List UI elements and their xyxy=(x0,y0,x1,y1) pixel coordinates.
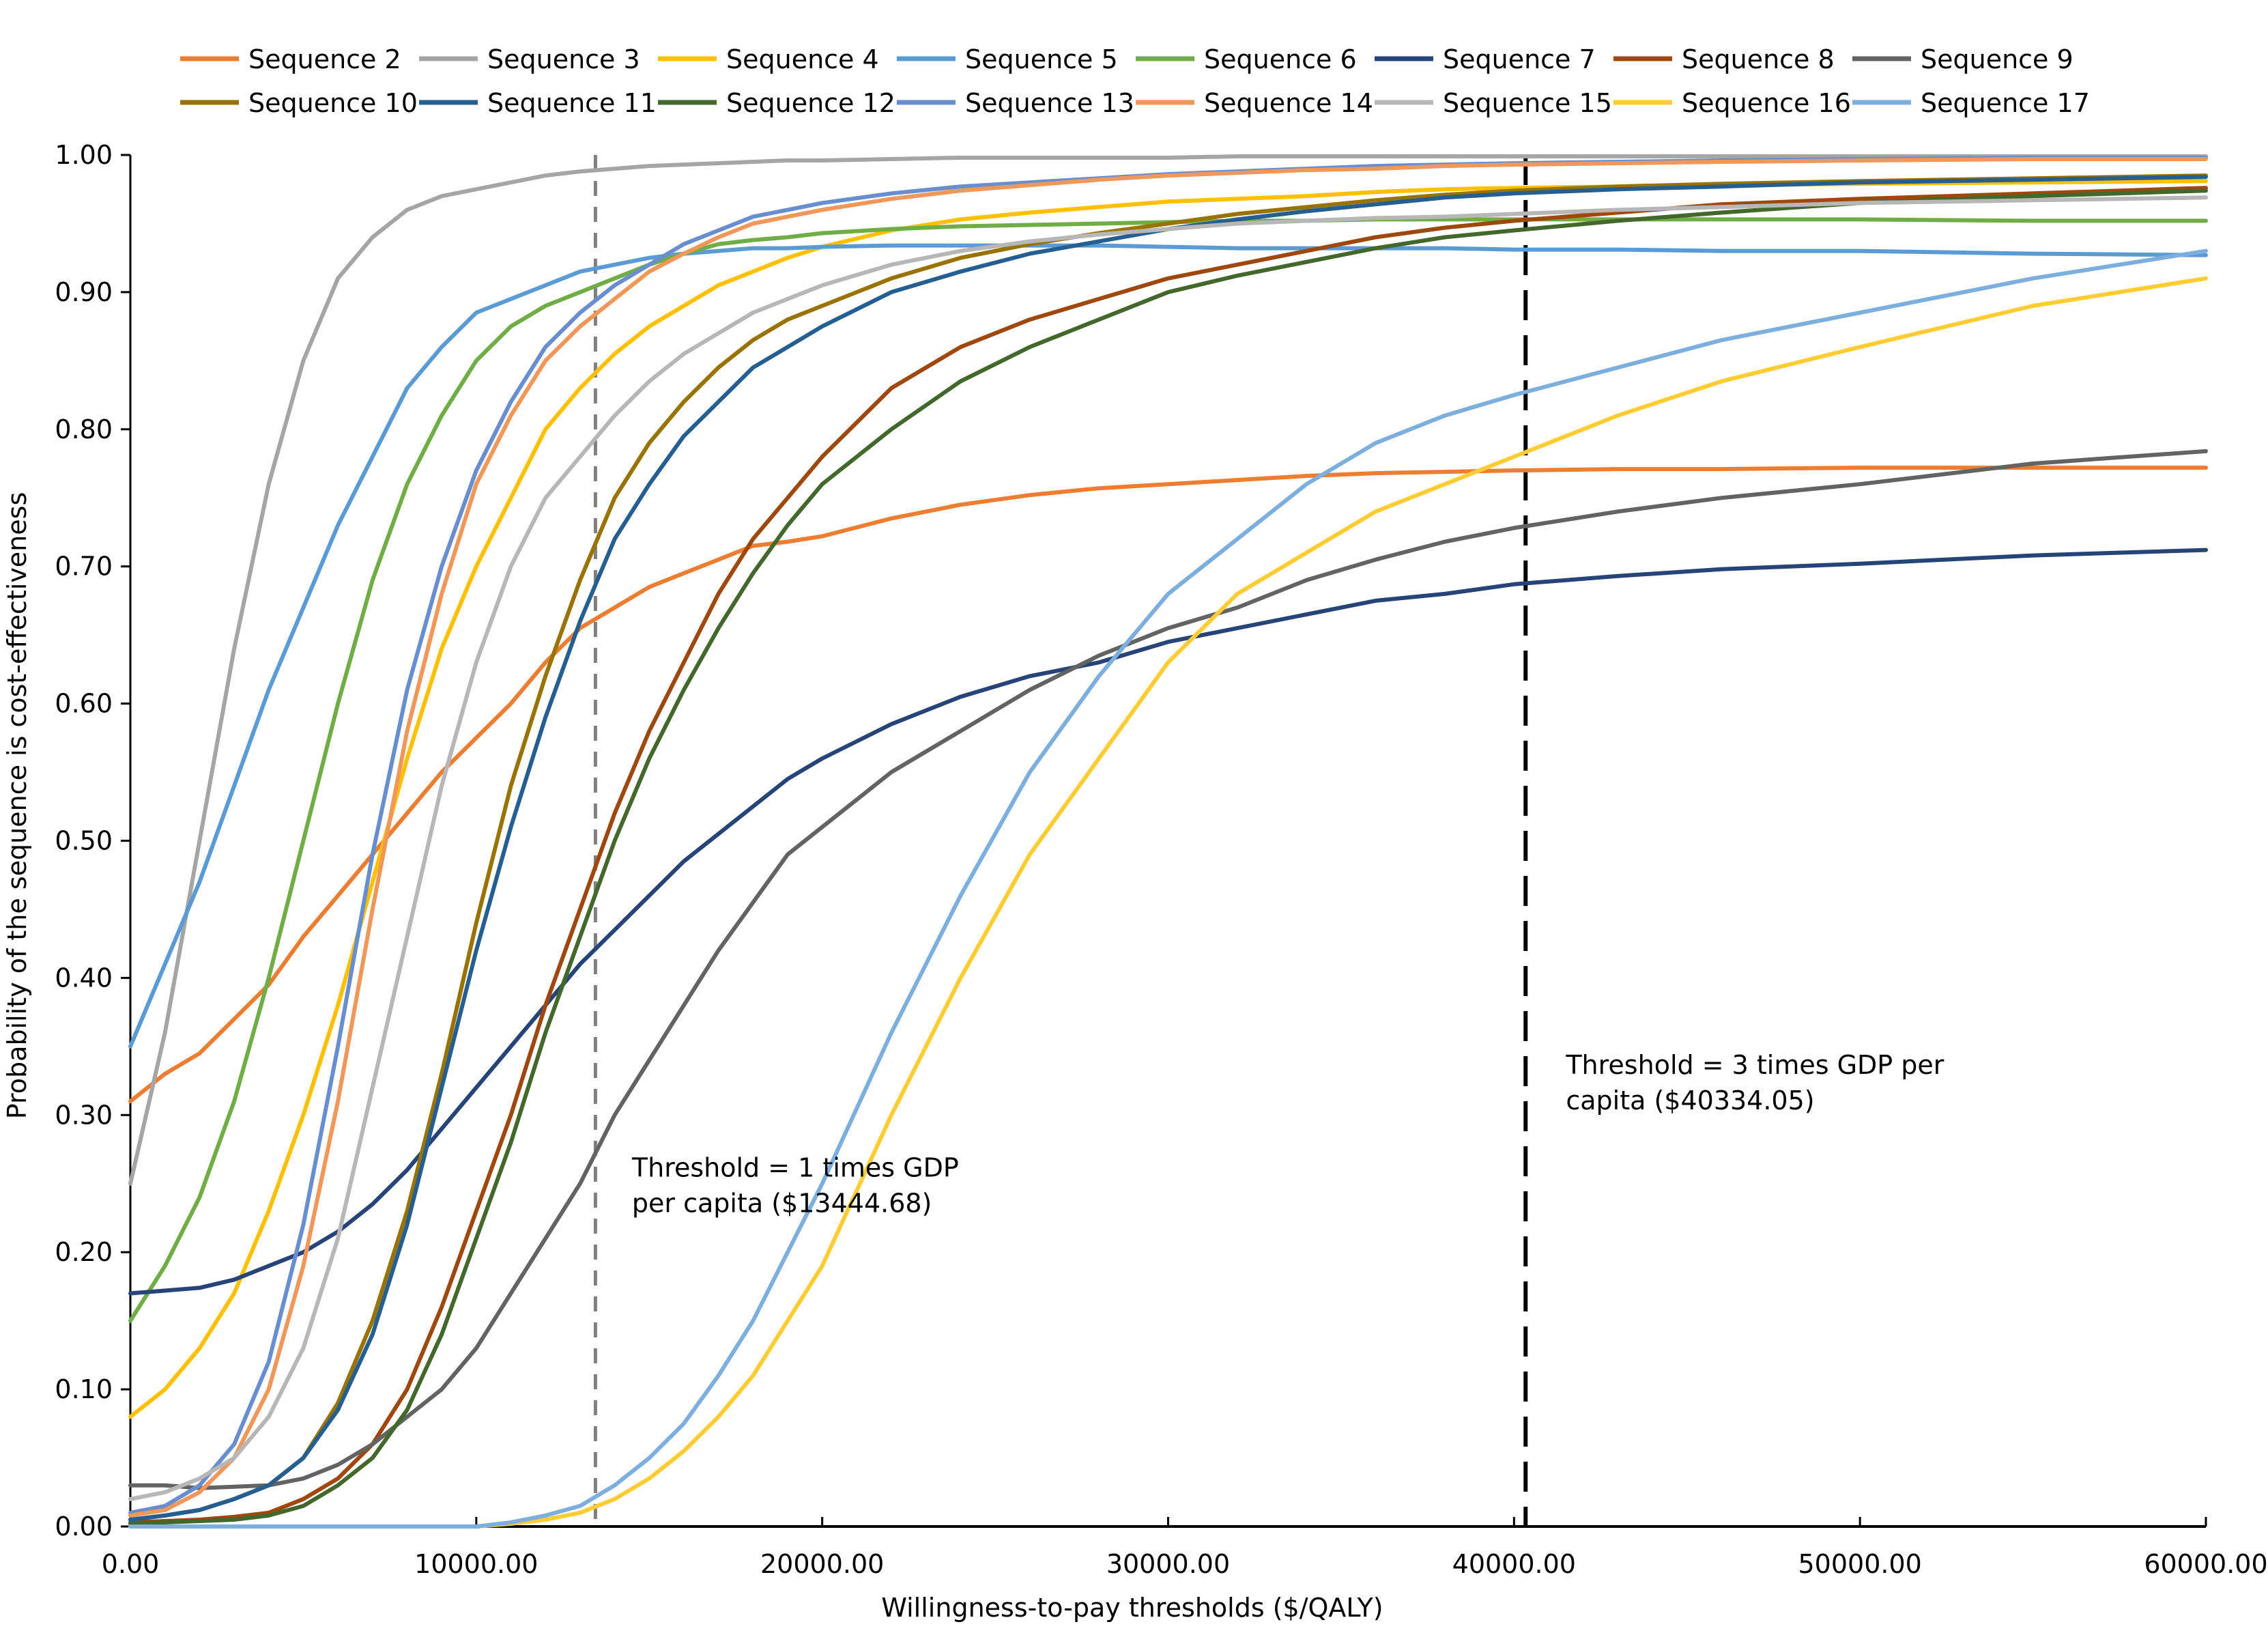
legend-item: Sequence 14 xyxy=(1136,88,1373,118)
legend-item: Sequence 11 xyxy=(419,88,657,118)
y-tick-label: 0.50 xyxy=(55,826,113,856)
x-tick-label: 60000.00 xyxy=(2144,1549,2267,1579)
y-axis-title: Probability of the sequence is cost-effe… xyxy=(2,492,32,1120)
legend-item: Sequence 8 xyxy=(1613,44,1835,74)
legend-item: Sequence 7 xyxy=(1375,44,1596,74)
legend-item: Sequence 9 xyxy=(1852,44,2073,74)
y-tick-label: 0.10 xyxy=(55,1374,113,1404)
legend-item: Sequence 3 xyxy=(419,44,640,74)
y-tick-label: 0.80 xyxy=(55,414,113,444)
legend-item: Sequence 2 xyxy=(180,44,401,74)
y-tick-label: 0.60 xyxy=(55,689,113,719)
legend-item: Sequence 16 xyxy=(1613,88,1851,118)
x-tick-label: 50000.00 xyxy=(1798,1549,1922,1579)
legend-item: Sequence 10 xyxy=(180,88,418,118)
legend-label: Sequence 2 xyxy=(248,44,401,74)
y-tick-label: 0.40 xyxy=(55,963,113,993)
legend-label: Sequence 13 xyxy=(965,88,1134,118)
legend-label: Sequence 14 xyxy=(1204,88,1373,118)
series-line-sequence-3 xyxy=(128,154,2208,1186)
y-tick-label: 0.00 xyxy=(55,1511,113,1542)
y-tick-label: 0.30 xyxy=(55,1100,113,1130)
legend: Sequence 2 Sequence 3 Sequence 4 Sequence 5… xyxy=(180,44,2090,118)
x-tick-label: 10000.00 xyxy=(414,1549,538,1579)
axes: 0.00 0.10 0.20 0.30 0.40 0.50 0.60 0.70 0.80 0.90… xyxy=(55,140,2267,1579)
legend-item: Sequence 4 xyxy=(658,44,879,74)
legend-label: Sequence 16 xyxy=(1682,88,1851,118)
series-line-sequence-9 xyxy=(128,449,2208,1490)
series-line-sequence-17 xyxy=(128,248,2208,1529)
legend-label: Sequence 8 xyxy=(1682,44,1835,74)
legend-label: Sequence 17 xyxy=(1921,88,2090,118)
legend-item: Sequence 17 xyxy=(1852,88,2090,118)
legend-item: Sequence 6 xyxy=(1136,44,1357,74)
x-tick-label: 20000.00 xyxy=(760,1549,884,1579)
legend-item: Sequence 13 xyxy=(897,88,1134,118)
series-lines xyxy=(128,154,2208,1529)
series-line-sequence-5 xyxy=(128,243,2208,1049)
series-line-sequence-15 xyxy=(128,195,2208,1501)
y-tick-label: 0.20 xyxy=(55,1237,113,1267)
series-line-sequence-2 xyxy=(128,466,2208,1104)
legend-label: Sequence 15 xyxy=(1443,88,1612,118)
legend-label: Sequence 12 xyxy=(726,88,895,118)
legend-label: Sequence 6 xyxy=(1204,44,1357,74)
series-line-sequence-14 xyxy=(128,157,2208,1518)
annotations: Threshold = 1 times GDP per capita ($1344… xyxy=(631,1050,1944,1219)
series-line-sequence-8 xyxy=(128,186,2208,1524)
legend-label: Sequence 9 xyxy=(1921,44,2073,74)
x-tick-label: 40000.00 xyxy=(1452,1549,1576,1579)
threshold-annotation: Threshold = 1 times GDP per capita ($1344… xyxy=(631,1153,959,1219)
legend-item: Sequence 15 xyxy=(1375,88,1612,118)
legend-item: Sequence 12 xyxy=(658,88,895,118)
series-line-sequence-4 xyxy=(128,179,2208,1419)
legend-label: Sequence 5 xyxy=(965,44,1118,74)
threshold-annotation: Threshold = 3 times GDP per capita ($4033… xyxy=(1565,1050,1944,1116)
legend-label: Sequence 11 xyxy=(487,88,657,118)
series-line-sequence-6 xyxy=(128,217,2208,1323)
y-tick-label: 0.70 xyxy=(55,552,113,582)
y-tick-label: 0.90 xyxy=(55,277,113,307)
legend-label: Sequence 10 xyxy=(248,88,418,118)
legend-label: Sequence 3 xyxy=(487,44,640,74)
series-line-sequence-7 xyxy=(128,548,2208,1296)
legend-label: Sequence 4 xyxy=(726,44,879,74)
x-axis-title: Willingness-to-pay thresholds ($/QALY) xyxy=(881,1593,1383,1623)
legend-item: Sequence 5 xyxy=(897,44,1118,74)
y-tick-label: 1.00 xyxy=(55,140,113,170)
series-line-sequence-11 xyxy=(128,175,2208,1522)
legend-label: Sequence 7 xyxy=(1443,44,1596,74)
reference-lines xyxy=(593,155,1528,1526)
series-line-sequence-12 xyxy=(128,188,2208,1526)
x-tick-label: 30000.00 xyxy=(1106,1549,1230,1579)
series-line-sequence-10 xyxy=(128,173,2208,1522)
x-tick-label: 0.00 xyxy=(102,1549,160,1579)
